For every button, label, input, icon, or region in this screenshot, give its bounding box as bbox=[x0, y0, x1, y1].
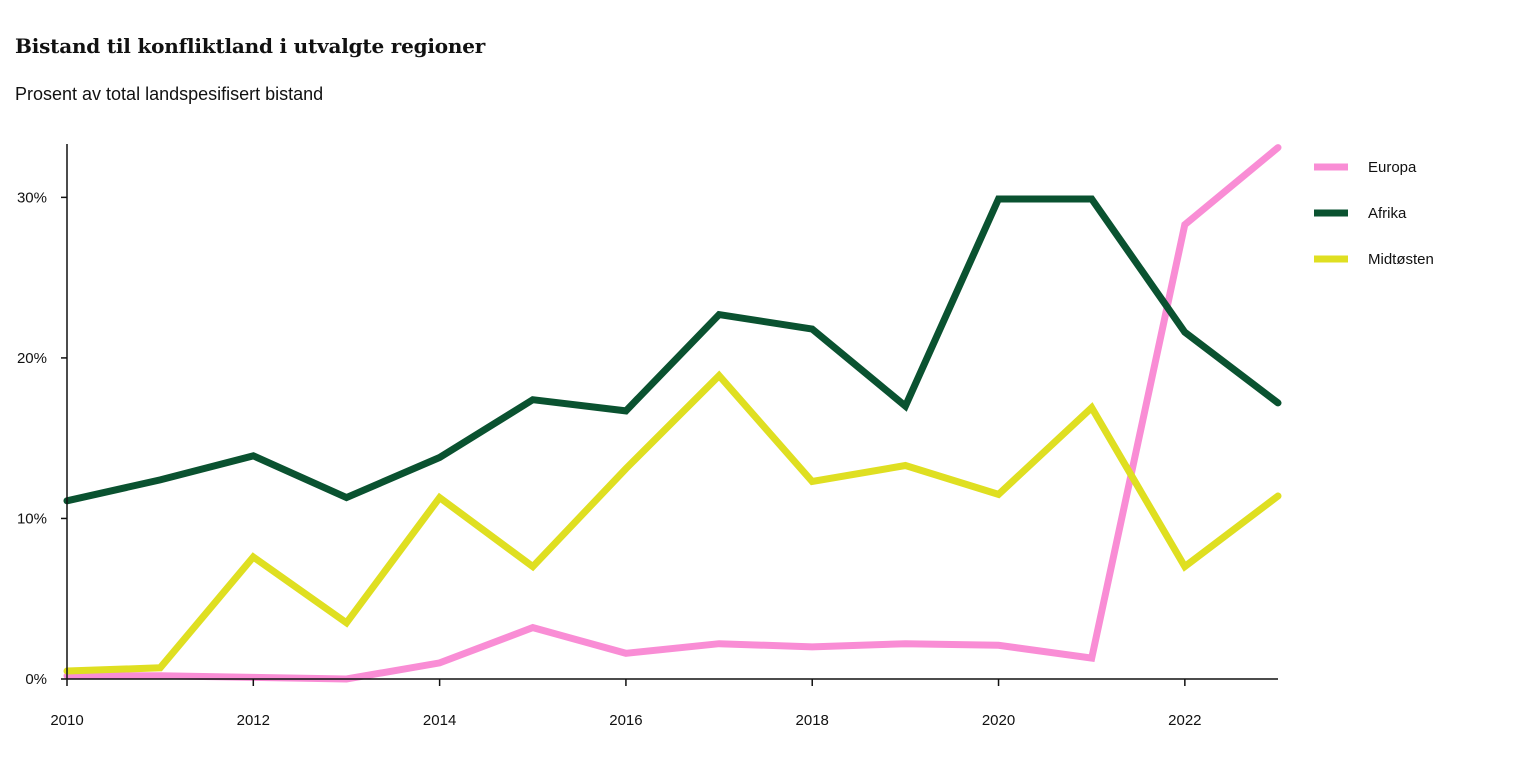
legend-label: Afrika bbox=[1368, 205, 1407, 222]
series-line-afrika bbox=[63, 195, 1282, 505]
legend: Europa Afrika Midtøsten bbox=[1314, 159, 1434, 268]
x-tick-label: 2012 bbox=[237, 712, 270, 729]
series-lines bbox=[63, 144, 1282, 683]
legend-item-europa: Europa bbox=[1314, 159, 1417, 176]
legend-label: Europa bbox=[1368, 159, 1417, 176]
x-tick-label: 2022 bbox=[1168, 712, 1201, 729]
axes: 0% 10% 20% 30% 2010 2012 2014 2016 2018 2020 2022 bbox=[17, 144, 1278, 729]
x-tick-label: 2010 bbox=[50, 712, 83, 729]
series-line-europa bbox=[63, 144, 1282, 683]
y-tick-label: 10% bbox=[17, 510, 47, 527]
chart-subtitle: Prosent av total landspesifisert bistand bbox=[15, 84, 324, 104]
y-tick-label: 0% bbox=[25, 671, 47, 688]
x-tick-label: 2014 bbox=[423, 712, 456, 729]
x-tick-label: 2018 bbox=[796, 712, 829, 729]
x-tick-label: 2020 bbox=[982, 712, 1015, 729]
y-tick-label: 30% bbox=[17, 189, 47, 206]
y-tick-label: 20% bbox=[17, 350, 47, 367]
x-tick-label: 2016 bbox=[609, 712, 642, 729]
legend-label: Midtøsten bbox=[1368, 251, 1434, 268]
legend-item-afrika: Afrika bbox=[1314, 205, 1407, 222]
chart-title: Bistand til konfliktland i utvalgte regi… bbox=[15, 34, 486, 58]
series-line-midt-sten bbox=[63, 370, 1282, 675]
legend-item-midt-sten: Midtøsten bbox=[1314, 251, 1434, 268]
